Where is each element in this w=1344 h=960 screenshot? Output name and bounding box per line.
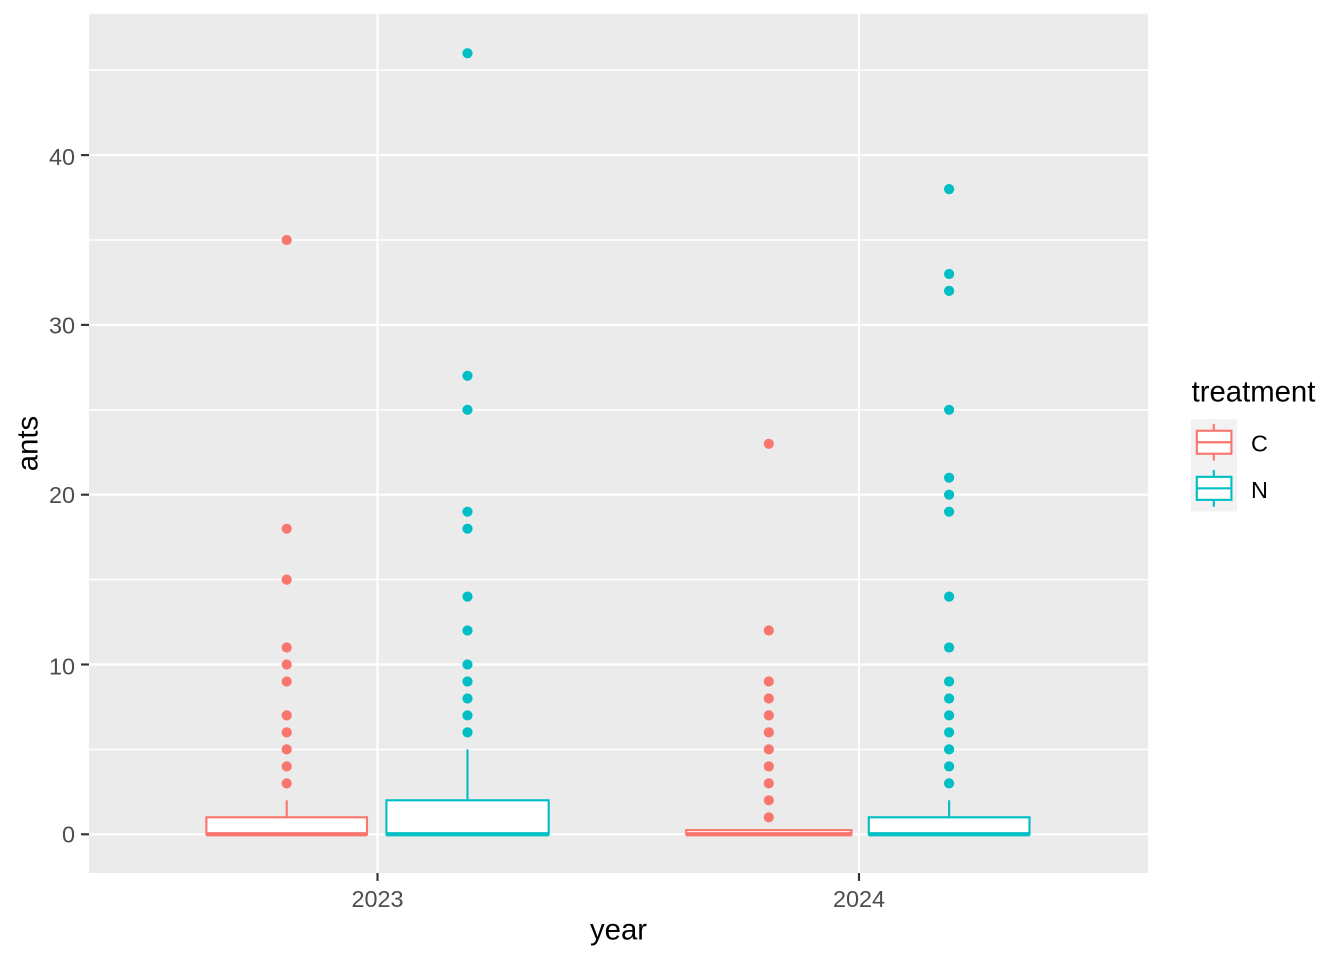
svg-text:year: year bbox=[590, 914, 647, 947]
svg-text:2023: 2023 bbox=[351, 886, 403, 912]
svg-text:30: 30 bbox=[49, 312, 75, 338]
svg-text:treatment: treatment bbox=[1192, 376, 1316, 409]
svg-text:2024: 2024 bbox=[833, 886, 885, 912]
svg-text:20: 20 bbox=[49, 482, 75, 508]
svg-text:10: 10 bbox=[49, 653, 75, 679]
svg-text:N: N bbox=[1251, 477, 1268, 503]
svg-text:C: C bbox=[1251, 431, 1268, 457]
svg-text:40: 40 bbox=[49, 144, 75, 170]
svg-text:0: 0 bbox=[62, 822, 75, 848]
svg-text:ants: ants bbox=[12, 416, 45, 471]
